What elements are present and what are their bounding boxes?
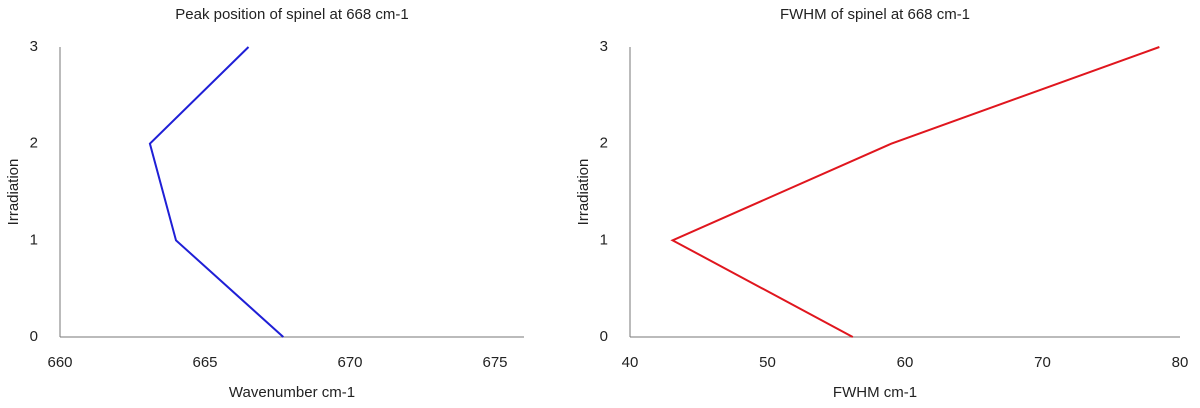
x-tick-label: 40 <box>622 354 639 371</box>
x-axis-label: FWHM cm-1 <box>833 384 917 401</box>
chart-title: Peak position of spinel at 668 cm-1 <box>175 6 408 23</box>
x-axis-label: Wavenumber cm-1 <box>229 384 355 401</box>
x-tick-label: 80 <box>1172 354 1189 371</box>
data-line <box>670 46 1160 338</box>
y-tick-label: 1 <box>30 231 38 248</box>
data-line <box>148 46 284 338</box>
x-tick-label: 670 <box>337 354 362 371</box>
y-tick-label: 3 <box>600 38 608 55</box>
x-tick-label: 60 <box>897 354 914 371</box>
y-tick-label: 3 <box>30 38 38 55</box>
y-tick-label: 0 <box>30 328 38 345</box>
x-tick-label: 70 <box>1034 354 1051 371</box>
x-tick-label: 665 <box>192 354 217 371</box>
x-tick-label: 675 <box>482 354 507 371</box>
y-axis-label: Irradiation <box>575 159 592 226</box>
chart-title: FWHM of spinel at 668 cm-1 <box>780 6 970 23</box>
y-tick-label: 2 <box>30 135 38 152</box>
x-tick-label: 50 <box>759 354 776 371</box>
x-tick-label: 660 <box>47 354 72 371</box>
y-tick-label: 1 <box>600 231 608 248</box>
y-tick-label: 2 <box>600 135 608 152</box>
y-tick-label: 0 <box>600 328 608 345</box>
y-axis-label: Irradiation <box>5 159 22 226</box>
